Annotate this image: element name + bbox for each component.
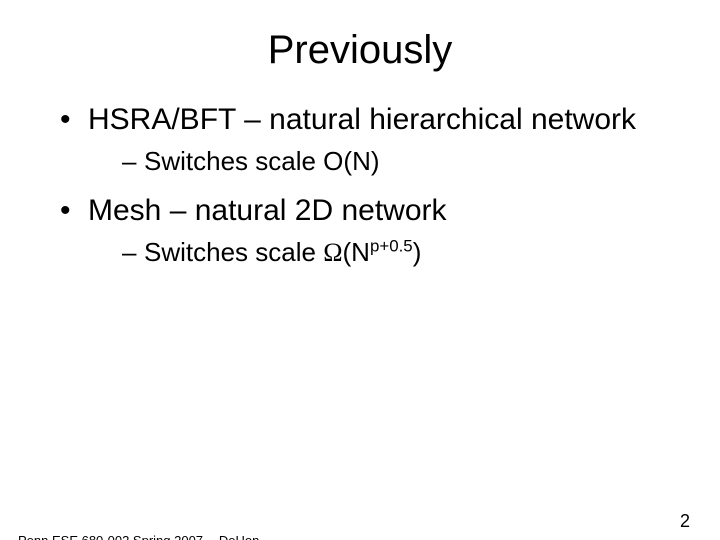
bullet-item-mesh: Mesh – natural 2D network Switches scale…: [60, 192, 680, 269]
bullet-list: HSRA/BFT – natural hierarchical network …: [60, 101, 680, 270]
bullet-text: HSRA/BFT – natural hierarchical network: [88, 103, 636, 136]
exponent: p+0.5: [370, 236, 413, 255]
sub-list: Switches scale O(N): [88, 145, 680, 179]
slide-title: Previously: [0, 28, 720, 73]
slide: Previously HSRA/BFT – natural hierarchic…: [0, 28, 720, 540]
sub-list: Switches scale Ω(Np+0.5): [88, 236, 680, 270]
omega-symbol: Ω: [323, 238, 342, 267]
sub-text-close: ): [413, 237, 422, 267]
sub-item-switches-omega: Switches scale Ω(Np+0.5): [122, 236, 680, 270]
bullet-item-hsra: HSRA/BFT – natural hierarchical network …: [60, 101, 680, 178]
page-number: 2: [680, 511, 690, 532]
footer-text: Penn ESE 680-002 Spring 2007 -- DeHon: [18, 533, 259, 540]
sub-text: Switches scale O(N): [144, 146, 380, 176]
bullet-text: Mesh – natural 2D network: [88, 194, 447, 227]
slide-body: HSRA/BFT – natural hierarchical network …: [60, 101, 680, 270]
sub-text-prefix: Switches scale: [144, 237, 323, 267]
sub-item-switches-on: Switches scale O(N): [122, 145, 680, 179]
sub-text-open: (N: [343, 237, 370, 267]
